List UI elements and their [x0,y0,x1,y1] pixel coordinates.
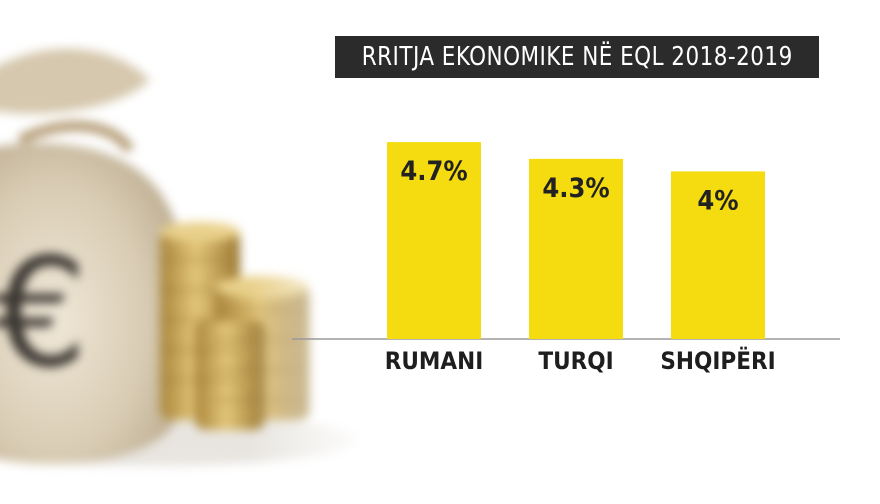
category-label: TURQI [538,347,613,375]
value-label: 4.3% [542,173,609,204]
value-label: 4.7% [400,156,467,187]
svg-text:€: € [0,227,88,401]
bar-shqipëri [671,171,765,339]
category-label: RUMANI [385,347,483,375]
chart-title: RRITJA EKONOMIKE NË EQL 2018-2019 [361,42,793,72]
bar-rumani [387,142,481,339]
category-label: SHQIPËRI [660,346,775,375]
bar-turqi [529,158,623,339]
chart-title-banner: RRITJA EKONOMIKE NË EQL 2018-2019 [335,36,819,78]
value-label: 4% [697,185,738,216]
